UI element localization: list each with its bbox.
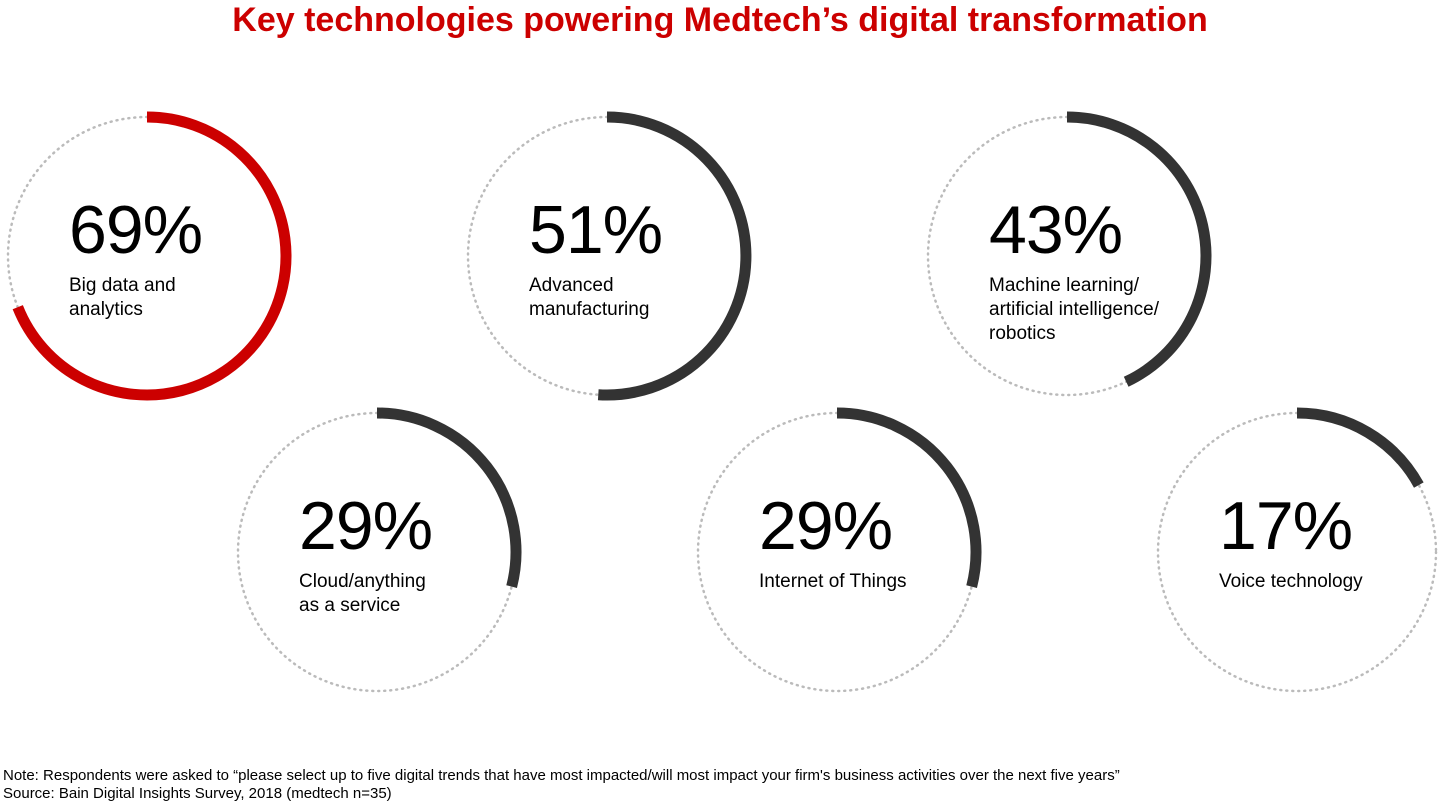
ring-arc [1066, 111, 1212, 387]
value-label: 29% [299, 488, 433, 564]
donut-card: 17% Voice technology [1219, 490, 1440, 594]
category-label-line: Internet of Things [759, 571, 907, 592]
value-label: 17% [1219, 488, 1353, 564]
category-label-line: Advanced [529, 275, 614, 296]
ring-arc [597, 111, 752, 401]
note-text: Note: Respondents were asked to “please … [3, 767, 1120, 784]
ring-arc [836, 407, 982, 588]
category-label-line: analytics [69, 299, 143, 320]
category-label-line: Cloud/anything [299, 571, 426, 592]
value-label: 69% [69, 192, 203, 268]
category-label: Advanced manufacturing [529, 274, 789, 322]
category-label: Cloud/anything as a service [299, 570, 559, 618]
category-label: Internet of Things [759, 570, 1019, 594]
donut-card: 43% Machine learning/artificial intellige… [989, 194, 1249, 346]
chart-title: Key technologies powering Medtech’s digi… [232, 1, 1208, 39]
category-label-line: Voice technology [1219, 571, 1363, 592]
source-text: Source: Bain Digital Insights Survey, 20… [3, 785, 392, 802]
footnotes: Note: Respondents were asked to “please … [3, 767, 1120, 803]
ring-arc [1296, 407, 1424, 488]
donut-card: 51% Advanced manufacturing [529, 194, 789, 322]
ring-arc [376, 407, 522, 588]
value-label: 43% [989, 192, 1123, 268]
category-label-line: artificial intelligence/ [989, 299, 1160, 320]
category-label: Machine learning/artificial intelligence… [989, 274, 1249, 346]
donut-card: 29% Cloud/anything as a service [299, 490, 559, 618]
category-label: Voice technology [1219, 570, 1440, 594]
donut-card: 69% Big data and analytics [69, 194, 329, 322]
value-label: 29% [759, 488, 893, 564]
ring-arc [12, 111, 292, 401]
value-label: 51% [529, 192, 663, 268]
category-label-line: robotics [989, 323, 1056, 344]
category-label-line: as a service [299, 595, 401, 616]
donut-card: 29% Internet of Things [759, 490, 1019, 594]
category-label-line: Machine learning/ [989, 275, 1139, 296]
category-label-line: manufacturing [529, 299, 650, 320]
category-label: Big data and analytics [69, 274, 329, 322]
category-label-line: Big data and [69, 275, 176, 296]
